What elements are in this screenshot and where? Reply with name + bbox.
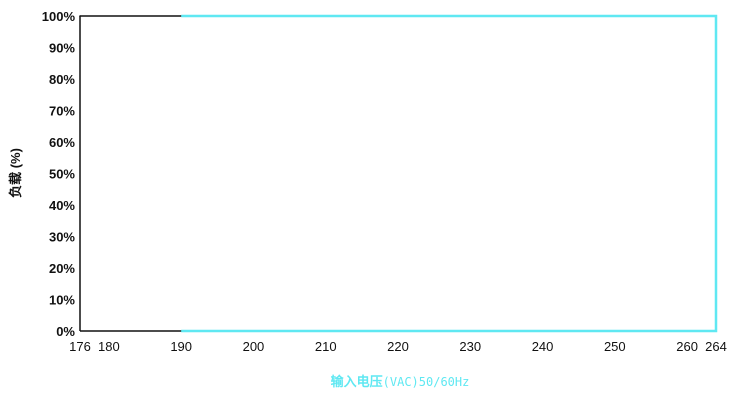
y-tick-label: 40% bbox=[49, 198, 75, 213]
y-axis-label: 负载 (%) bbox=[8, 148, 23, 198]
axes bbox=[79, 16, 716, 332]
x-tick-label: 260 bbox=[676, 339, 698, 354]
y-tick-label: 10% bbox=[49, 293, 75, 308]
series-point bbox=[79, 15, 81, 17]
y-tick-label: 0% bbox=[56, 324, 75, 339]
x-tick-label: 220 bbox=[387, 339, 409, 354]
y-tick-label: 20% bbox=[49, 261, 75, 276]
x-tick-label: 210 bbox=[315, 339, 337, 354]
x-tick-label: 180 bbox=[98, 339, 120, 354]
y-tick-label: 80% bbox=[49, 72, 75, 87]
x-tick-label: 230 bbox=[459, 339, 481, 354]
x-axis-ticks: 176 180 190 200 210 220 230 240 250 260 264 bbox=[69, 339, 727, 354]
y-tick-label: 100% bbox=[42, 9, 76, 24]
y-tick-label: 60% bbox=[49, 135, 75, 150]
x-tick-label: 250 bbox=[604, 339, 626, 354]
y-tick-label: 50% bbox=[49, 167, 75, 182]
y-tick-label: 70% bbox=[49, 104, 75, 119]
y-axis-ticks: 0% 10% 20% 30% 40% 50% 60% 70% 80% 90% 100% bbox=[42, 9, 76, 339]
x-axis-label-text: 输入电压 bbox=[331, 374, 383, 389]
x-tick-label: 264 bbox=[705, 339, 727, 354]
x-tick-label: 176 bbox=[69, 339, 91, 354]
y-tick-label: 90% bbox=[49, 41, 75, 56]
series-line bbox=[80, 15, 717, 331]
x-tick-label: 240 bbox=[532, 339, 554, 354]
x-tick-label: 190 bbox=[170, 339, 192, 354]
x-axis-label: 输入电压(VAC)50/60Hz bbox=[331, 374, 470, 389]
series-group bbox=[79, 14, 718, 333]
x-tick-label: 200 bbox=[243, 339, 265, 354]
x-axis-label-unit: (VAC)50/60Hz bbox=[383, 375, 470, 389]
y-tick-label: 30% bbox=[49, 230, 75, 245]
highlight-outline bbox=[181, 14, 718, 333]
